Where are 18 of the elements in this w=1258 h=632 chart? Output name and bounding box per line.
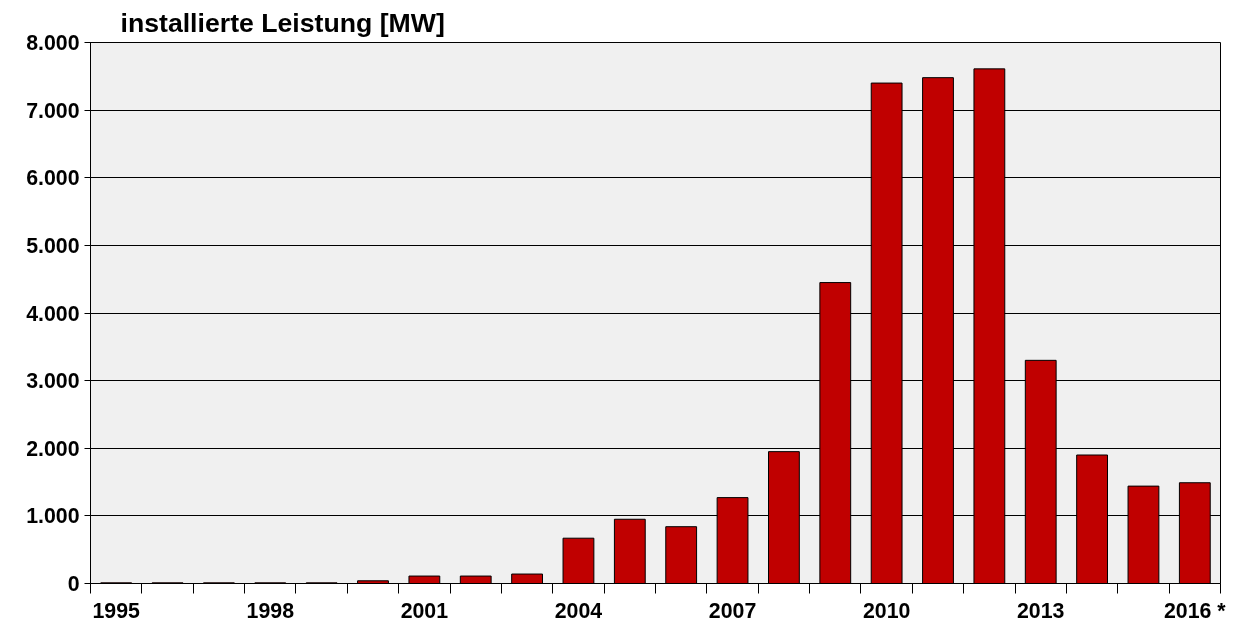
y-tick-label: 7.000 (26, 98, 80, 123)
y-tick-label: 5.000 (26, 233, 80, 258)
x-tick-label: 2001 (400, 598, 449, 623)
y-tick-label: 4.000 (26, 301, 80, 326)
x-tick-label: 2010 (862, 598, 911, 623)
y-tick-label: 3.000 (26, 369, 80, 394)
y-tick-label: 0 (67, 572, 80, 596)
x-tick-label: 1998 (246, 598, 295, 623)
y-tick-label: 8.000 (26, 31, 80, 55)
y-tick-label: 1.000 (26, 504, 80, 529)
x-tick-label: 2016 * (1163, 598, 1227, 623)
chart-title: installierte Leistung [MW] (120, 7, 445, 38)
x-tick-label: 1995 (92, 598, 141, 623)
x-tick-label: 2007 (708, 598, 757, 623)
y-tick-label: 6.000 (26, 166, 80, 191)
x-tick-label: 2004 (554, 598, 603, 623)
x-tick-label: 2013 (1017, 598, 1065, 623)
y-tick-label: 2.000 (26, 436, 80, 461)
